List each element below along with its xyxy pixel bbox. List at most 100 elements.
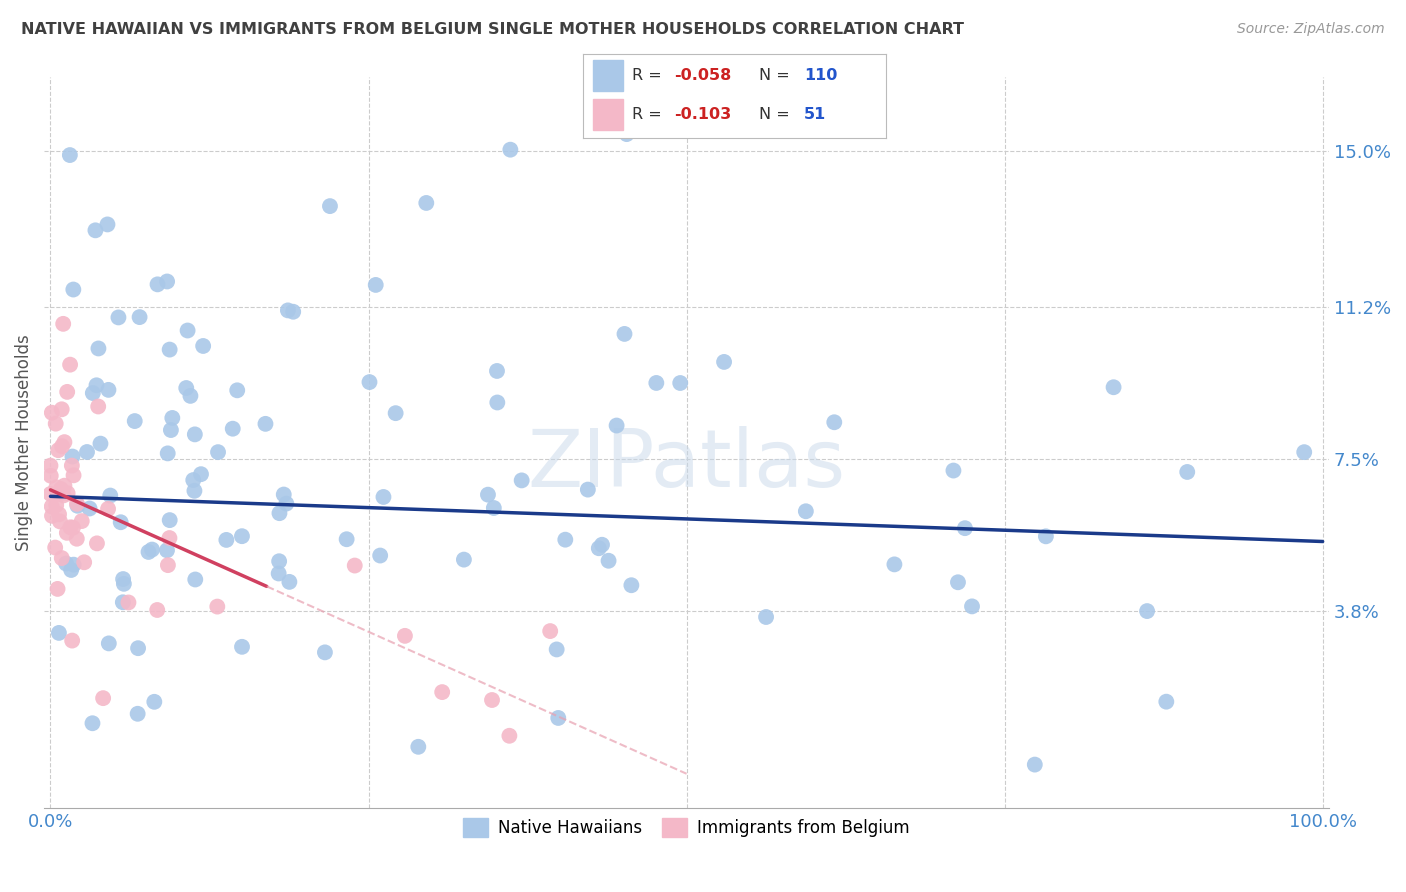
Text: N =: N = <box>759 68 794 83</box>
Point <box>62 468 84 483</box>
Point <box>59 520 82 534</box>
Point <box>56 525 79 540</box>
Point <box>1156 695 1178 709</box>
Point <box>48 626 70 640</box>
Point <box>174 381 197 395</box>
Point <box>415 196 437 211</box>
Point <box>215 533 238 547</box>
Point <box>613 326 636 341</box>
Point <box>364 277 387 292</box>
Point <box>485 364 508 378</box>
Point <box>91 691 114 706</box>
Point <box>124 414 146 428</box>
Point <box>499 143 522 157</box>
Point <box>111 595 134 609</box>
Text: R =: R = <box>631 107 666 122</box>
Point <box>481 693 503 707</box>
Point <box>453 552 475 566</box>
Point <box>269 554 291 568</box>
Point <box>73 555 96 569</box>
Point <box>156 558 179 573</box>
Point <box>45 480 67 494</box>
Point <box>86 536 108 550</box>
Point <box>59 358 82 372</box>
Text: Source: ZipAtlas.com: Source: ZipAtlas.com <box>1237 22 1385 37</box>
Point <box>373 490 395 504</box>
Point <box>159 513 181 527</box>
Point <box>51 439 73 453</box>
Point <box>156 543 179 558</box>
Point <box>755 610 778 624</box>
Point <box>591 538 613 552</box>
Point <box>87 342 110 356</box>
Point <box>278 574 301 589</box>
Point <box>56 384 79 399</box>
Point <box>616 127 638 141</box>
Point <box>273 487 295 501</box>
Point <box>146 603 169 617</box>
Bar <box>592 61 623 91</box>
Point <box>1024 757 1046 772</box>
Point <box>39 458 62 473</box>
Text: 110: 110 <box>804 68 838 83</box>
Point <box>52 317 75 331</box>
Point <box>546 642 568 657</box>
Point <box>59 148 82 162</box>
Point <box>669 376 692 390</box>
Point <box>183 483 205 498</box>
Point <box>107 310 129 325</box>
Point <box>176 324 198 338</box>
Point <box>184 573 207 587</box>
Point <box>66 499 89 513</box>
Point <box>645 376 668 390</box>
Point <box>1175 465 1198 479</box>
Point <box>794 504 817 518</box>
Point <box>159 343 181 357</box>
Point <box>368 549 391 563</box>
Point <box>84 223 107 237</box>
Point <box>190 467 212 482</box>
Point <box>498 729 520 743</box>
Point <box>547 711 569 725</box>
Point <box>343 558 366 573</box>
Point <box>97 383 120 397</box>
Point <box>554 533 576 547</box>
Point <box>1102 380 1125 394</box>
Point <box>159 531 181 545</box>
Point <box>96 218 118 232</box>
Legend: Native Hawaiians, Immigrants from Belgium: Native Hawaiians, Immigrants from Belgiu… <box>457 812 917 844</box>
Point <box>44 541 66 555</box>
Point <box>384 406 406 420</box>
Point <box>51 551 73 566</box>
Point <box>254 417 277 431</box>
Point <box>598 554 620 568</box>
Point <box>606 418 628 433</box>
Text: -0.058: -0.058 <box>675 68 731 83</box>
Point <box>76 445 98 459</box>
Point <box>486 395 509 409</box>
Point <box>713 355 735 369</box>
Point <box>49 482 72 496</box>
Point <box>51 402 73 417</box>
Point <box>160 423 183 437</box>
Text: -0.103: -0.103 <box>675 107 731 122</box>
Point <box>98 489 121 503</box>
Text: NATIVE HAWAIIAN VS IMMIGRANTS FROM BELGIUM SINGLE MOTHER HOUSEHOLDS CORRELATION : NATIVE HAWAIIAN VS IMMIGRANTS FROM BELGI… <box>21 22 965 37</box>
Point <box>179 389 201 403</box>
Point <box>62 521 84 535</box>
Text: N =: N = <box>759 107 794 122</box>
Point <box>52 488 75 502</box>
Point <box>269 506 291 520</box>
Point <box>48 508 70 522</box>
Point <box>222 422 245 436</box>
Point <box>823 415 845 429</box>
Y-axis label: Single Mother Households: Single Mother Households <box>15 334 32 551</box>
Point <box>60 458 83 473</box>
Point <box>359 375 381 389</box>
Point <box>62 450 84 464</box>
Point <box>162 411 184 425</box>
Point <box>39 468 62 483</box>
Point <box>60 633 83 648</box>
Point <box>49 515 72 529</box>
Point <box>960 599 983 614</box>
